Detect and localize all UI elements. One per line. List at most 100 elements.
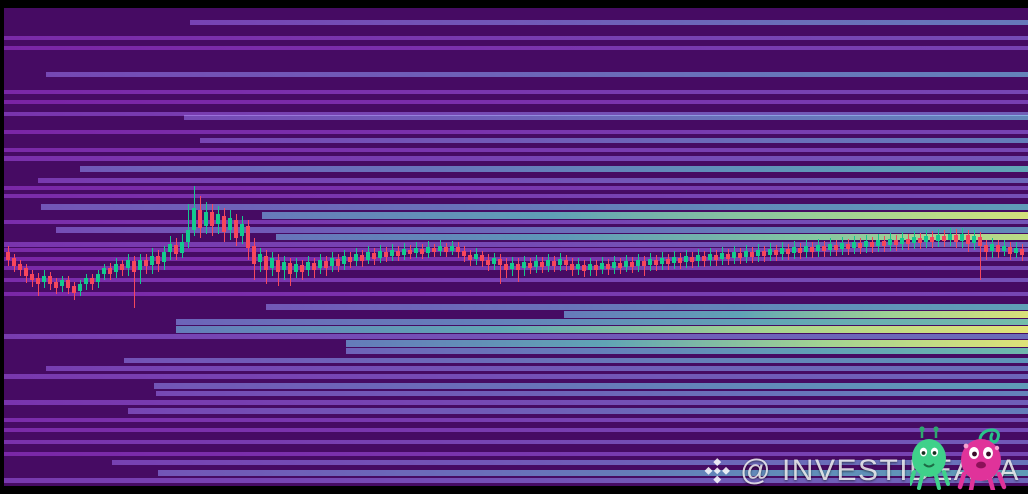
- candle-body: [636, 260, 640, 266]
- candle-body: [432, 248, 436, 252]
- volume-profile-bar: [4, 90, 1028, 94]
- candle-body: [396, 251, 400, 256]
- candle-body: [360, 255, 364, 261]
- candle-body: [444, 247, 448, 252]
- candle-body: [126, 260, 130, 268]
- candle-body: [36, 278, 40, 284]
- volume-profile-bar: [4, 400, 1028, 405]
- volume-profile-bar: [176, 326, 1028, 333]
- candle-body: [276, 260, 280, 272]
- candle-body: [654, 260, 658, 265]
- volume-profile-bar: [4, 248, 1028, 252]
- candle-body: [960, 234, 964, 241]
- candle-body: [270, 258, 274, 268]
- volume-profile-bar: [4, 278, 1028, 282]
- candle-body: [990, 244, 994, 251]
- candle-body: [564, 260, 568, 265]
- candle-body: [258, 254, 262, 262]
- candle-body: [774, 250, 778, 255]
- candle-body: [594, 265, 598, 270]
- candle-body: [30, 274, 34, 280]
- candle-body: [906, 239, 910, 244]
- candle-body: [138, 260, 142, 270]
- candle-body: [624, 261, 628, 267]
- candle-body: [588, 264, 592, 270]
- candle-body: [528, 263, 532, 268]
- volume-profile-bar: [346, 340, 1028, 347]
- candle-body: [930, 237, 934, 242]
- volume-profile-bar: [346, 348, 1028, 354]
- candle-body: [966, 235, 970, 244]
- candle-body: [378, 251, 382, 258]
- candle-body: [792, 247, 796, 253]
- candle-body: [750, 252, 754, 257]
- candle-body: [192, 208, 196, 230]
- candle-body: [540, 262, 544, 267]
- candle-body: [714, 255, 718, 260]
- candle-body: [918, 238, 922, 243]
- candle-body: [264, 256, 268, 270]
- candle-body: [768, 249, 772, 255]
- candle-body: [822, 246, 826, 251]
- volume-profile-bar: [190, 20, 1028, 25]
- candle-body: [894, 240, 898, 245]
- candle-body: [336, 259, 340, 266]
- candle-body: [954, 235, 958, 242]
- candle-body: [108, 268, 112, 274]
- candle-body: [738, 253, 742, 258]
- volume-profile-bar: [128, 408, 1028, 414]
- candle-body: [186, 230, 190, 242]
- candle-body: [498, 259, 502, 265]
- candle-body: [282, 262, 286, 270]
- candle-body: [288, 263, 292, 274]
- candle-body: [702, 256, 706, 261]
- volume-profile-bar: [4, 130, 1028, 134]
- letterbox-bottom: [0, 486, 1028, 494]
- candle-body: [828, 244, 832, 250]
- volume-profile-bar: [4, 242, 1028, 247]
- volume-profile-bar: [4, 478, 1028, 483]
- volume-profile-bar: [80, 166, 1028, 172]
- candle-body: [474, 254, 478, 259]
- candle-body: [228, 218, 232, 230]
- candle-body: [324, 261, 328, 268]
- candle-body: [666, 259, 670, 264]
- candle-body: [834, 245, 838, 250]
- candle-body: [330, 258, 334, 266]
- candle-body: [924, 236, 928, 242]
- volume-profile-bar: [4, 46, 1028, 50]
- candle-body: [96, 274, 100, 282]
- candle-body: [732, 252, 736, 258]
- candle-body: [660, 258, 664, 264]
- candle-body: [306, 262, 310, 270]
- candle-body: [354, 254, 358, 261]
- candle-body: [144, 260, 148, 266]
- candle-body: [882, 241, 886, 246]
- candle-body: [6, 252, 10, 260]
- candle-body: [174, 245, 178, 254]
- candle-body: [864, 241, 868, 247]
- candle-body: [678, 258, 682, 263]
- volume-profile-bar: [4, 452, 1028, 456]
- candle-body: [690, 257, 694, 262]
- candle-body: [642, 261, 646, 266]
- candle-body: [312, 263, 316, 270]
- candle-body: [804, 246, 808, 252]
- volume-profile-bar: [4, 292, 1028, 296]
- volume-profile-bar: [56, 227, 1028, 233]
- volume-profile-bar: [4, 156, 1028, 161]
- candle-body: [480, 255, 484, 261]
- volume-profile-bar: [46, 72, 1028, 77]
- volume-profile-bar: [4, 194, 1028, 198]
- candle-body: [84, 278, 88, 284]
- candle-body: [696, 255, 700, 261]
- candle-body: [222, 216, 226, 232]
- candle-body: [612, 262, 616, 268]
- candle-body: [816, 245, 820, 251]
- candle-body: [72, 286, 76, 293]
- candle-body: [486, 260, 490, 265]
- candle-body: [60, 280, 64, 286]
- candle-wick: [500, 254, 501, 284]
- volume-profile-bar: [112, 460, 1028, 465]
- candle-body: [546, 260, 550, 266]
